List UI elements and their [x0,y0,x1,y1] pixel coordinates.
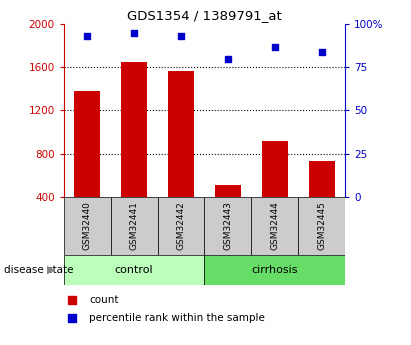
Bar [121,62,147,197]
Text: GSM32440: GSM32440 [83,201,92,250]
Point [69,297,76,303]
Text: GSM32442: GSM32442 [176,201,185,250]
Point [319,49,325,55]
Bar [64,197,111,255]
Bar [168,70,194,197]
Bar [157,197,205,255]
Bar [215,185,241,197]
Point [178,33,184,39]
Bar [205,197,252,255]
Text: disease state: disease state [4,265,77,275]
Bar [298,197,345,255]
Bar [74,91,100,197]
Text: GSM32445: GSM32445 [317,201,326,250]
Bar [252,197,298,255]
Point [84,33,90,39]
Bar [205,255,345,285]
Text: cirrhosis: cirrhosis [252,265,298,275]
Text: control: control [115,265,153,275]
Point [69,315,76,321]
Title: GDS1354 / 1389791_at: GDS1354 / 1389791_at [127,9,282,22]
Bar [262,141,288,197]
Bar [111,197,157,255]
Text: count: count [89,295,118,305]
Text: ▶: ▶ [47,265,56,275]
Point [131,30,137,36]
Bar [309,161,335,197]
Text: GSM32443: GSM32443 [224,201,233,250]
Point [272,44,278,49]
Text: GSM32444: GSM32444 [270,201,279,250]
Bar [64,255,204,285]
Text: GSM32441: GSM32441 [129,201,139,250]
Text: percentile rank within the sample: percentile rank within the sample [89,313,265,323]
Point [225,56,231,61]
